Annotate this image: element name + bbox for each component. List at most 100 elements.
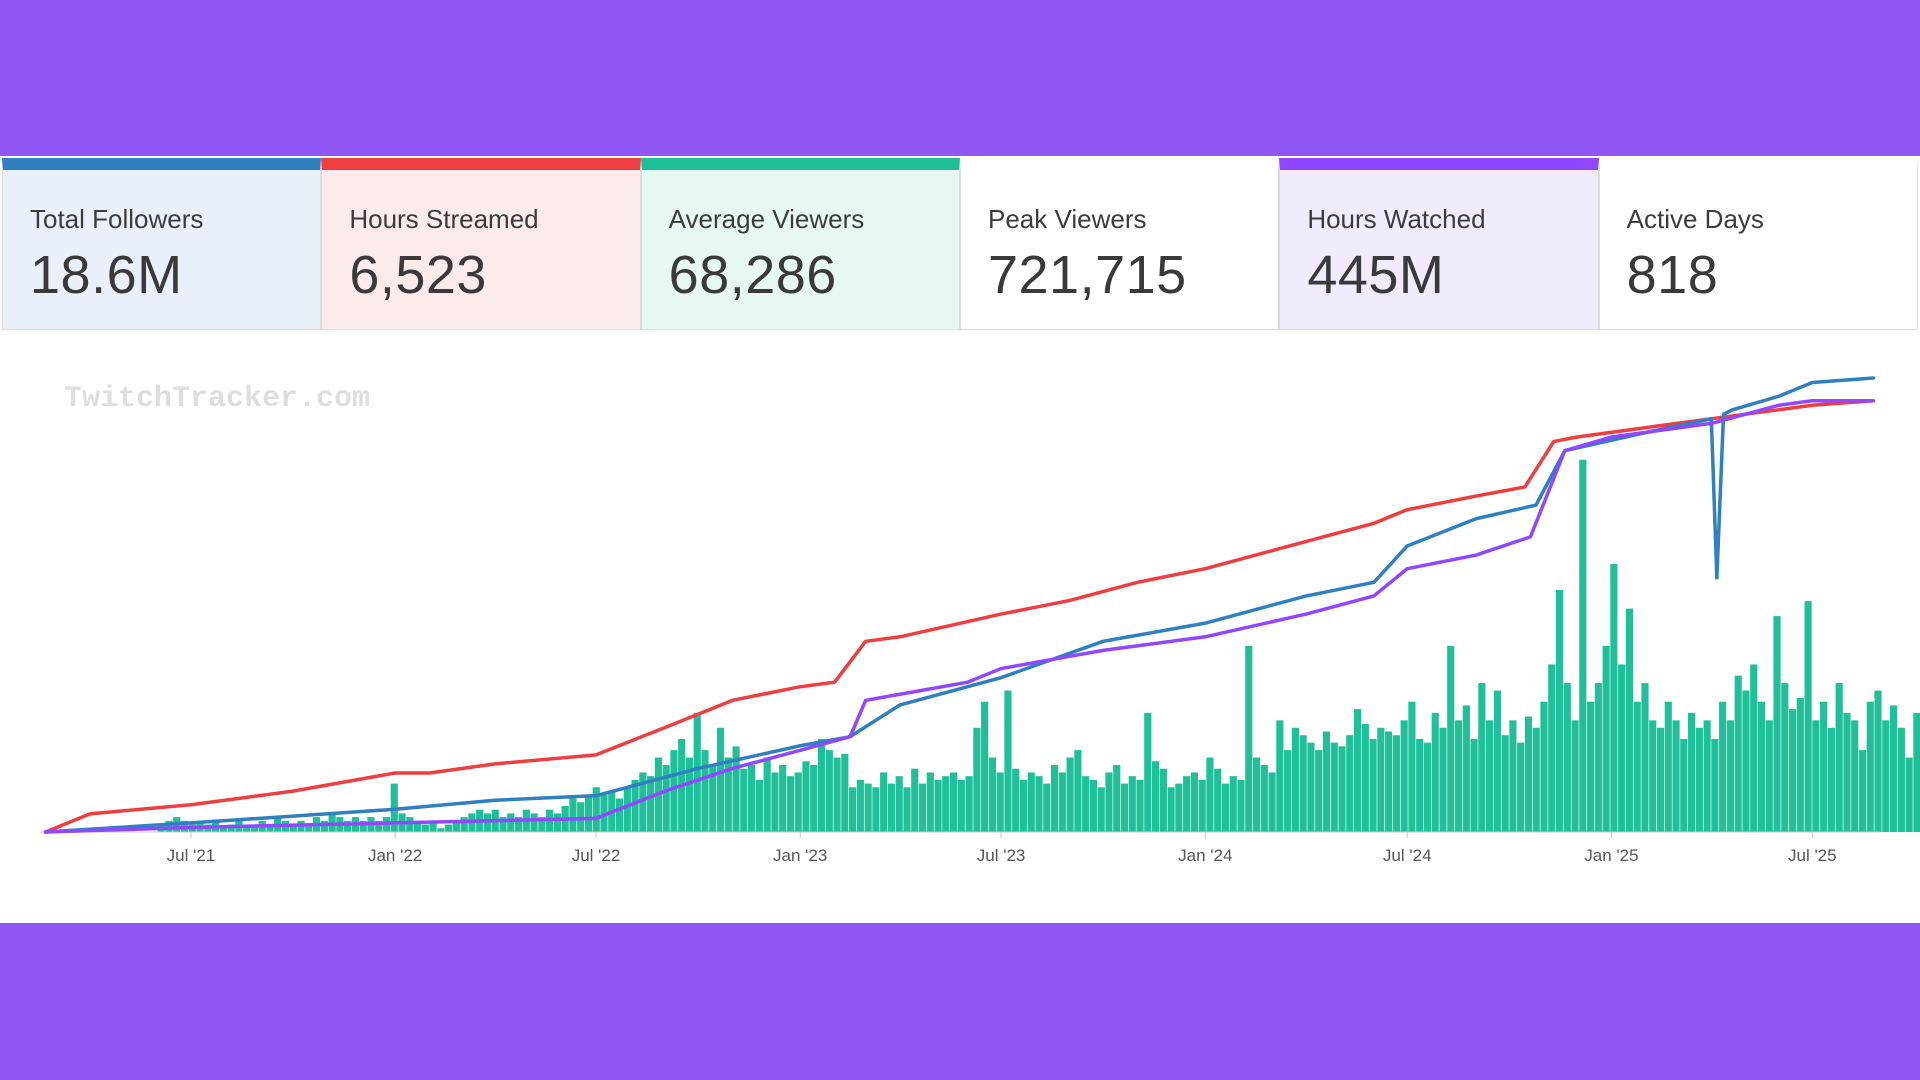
- viewer-bar: [1757, 701, 1766, 832]
- viewer-bar: [903, 787, 911, 832]
- viewer-bar: [266, 824, 274, 832]
- viewer-bar: [514, 817, 523, 832]
- viewer-bar: [631, 779, 639, 832]
- viewer-bar: [748, 764, 756, 832]
- viewer-bar: [1377, 727, 1385, 832]
- viewer-bar: [864, 783, 872, 832]
- stat-label: Peak Viewers: [987, 204, 1147, 234]
- stat-card-hours-watched[interactable]: Hours Watched 445M: [1279, 158, 1599, 330]
- viewer-bar: [375, 820, 383, 832]
- viewer-bar: [1284, 750, 1292, 832]
- viewer-bar: [483, 813, 492, 832]
- viewer-bar: [1804, 601, 1812, 832]
- viewer-bar: [1183, 776, 1191, 832]
- viewer-bar: [584, 794, 593, 832]
- stat-card-peak-viewers[interactable]: Peak Viewers 721,715: [959, 158, 1280, 330]
- viewer-bar: [1097, 787, 1105, 832]
- viewer-bar: [763, 757, 771, 832]
- viewer-bar: [1835, 683, 1843, 832]
- viewer-bar: [530, 813, 538, 832]
- viewer-bar: [1509, 720, 1517, 832]
- x-tick-label: Jan '24: [1178, 846, 1232, 865]
- viewer-bar: [1447, 645, 1455, 832]
- viewer-bar: [1214, 768, 1222, 832]
- viewer-bar: [810, 764, 818, 832]
- stat-label: Active Days: [1626, 204, 1764, 234]
- viewer-bar: [1773, 616, 1781, 832]
- viewer-bar: [615, 798, 624, 832]
- viewer-bar: [1439, 727, 1447, 832]
- viewer-bar: [1353, 709, 1362, 832]
- viewer-bar: [639, 772, 647, 832]
- viewer-bar: [1742, 690, 1750, 832]
- viewer-bar: [320, 820, 328, 832]
- viewer-bar: [1338, 746, 1346, 832]
- viewer-bar: [872, 787, 880, 832]
- viewer-bar: [1206, 757, 1214, 832]
- viewer-bar: [1719, 701, 1727, 832]
- viewer-bar: [996, 772, 1004, 832]
- viewer-bar: [1276, 720, 1284, 832]
- viewer-bar: [429, 820, 437, 832]
- viewer-bar: [1268, 772, 1276, 832]
- viewer-bar: [841, 753, 849, 832]
- viewer-bar: [1555, 590, 1564, 832]
- viewer-bar: [895, 776, 903, 832]
- viewer-bar: [507, 813, 515, 832]
- viewer-bar: [973, 727, 981, 832]
- viewer-bar: [740, 768, 748, 832]
- viewer-bar: [1361, 724, 1369, 832]
- viewer-bar: [1610, 563, 1618, 832]
- stat-label: Average Viewers: [668, 204, 865, 234]
- viewer-bar: [1851, 720, 1859, 832]
- viewer-bar: [1571, 720, 1579, 832]
- viewer-bar: [662, 764, 670, 832]
- stat-card-total-followers[interactable]: Total Followers 18.6M: [2, 158, 322, 330]
- stat-card-active-days[interactable]: Active Days 818: [1598, 158, 1918, 330]
- viewer-bar: [1695, 727, 1703, 832]
- viewer-bar: [693, 712, 701, 832]
- viewer-bar: [670, 750, 678, 832]
- viewer-bar: [1680, 738, 1688, 832]
- viewer-bar: [1672, 720, 1680, 832]
- viewer-bar: [413, 820, 422, 832]
- viewer-bar: [1237, 779, 1245, 832]
- viewer-bar: [918, 783, 927, 832]
- viewer-bar: [1066, 757, 1074, 832]
- viewer-bar: [1416, 738, 1424, 832]
- viewer-bar: [437, 828, 445, 832]
- viewer-bar: [786, 776, 795, 832]
- viewer-bar: [1827, 727, 1835, 832]
- viewer-bar: [825, 750, 833, 832]
- stat-card-hours-streamed[interactable]: Hours Streamed 6,523: [321, 158, 641, 330]
- viewer-bar: [802, 761, 810, 832]
- viewer-bar: [1074, 750, 1082, 832]
- stat-card-average-viewers[interactable]: Average Viewers 68,286: [640, 158, 960, 330]
- viewer-bar: [1221, 783, 1230, 832]
- viewer-bar: [1517, 742, 1525, 832]
- stat-value: 68,286: [668, 245, 837, 305]
- viewer-bar: [1664, 701, 1672, 832]
- viewer-bar: [1501, 735, 1509, 832]
- viewer-bar: [880, 772, 888, 832]
- viewer-bar: [359, 820, 367, 832]
- viewer-bar: [1478, 683, 1486, 832]
- viewer-bar: [1019, 779, 1028, 832]
- viewer-bar: [988, 757, 996, 832]
- viewer-bar: [1789, 709, 1797, 832]
- viewer-bar: [724, 757, 732, 832]
- viewer-bar: [1004, 690, 1012, 832]
- viewer-bar: [771, 772, 779, 832]
- viewer-bar: [1260, 764, 1268, 832]
- viewer-bar: [1136, 779, 1144, 832]
- x-axis-ticks: Jul '21 Jan '22 Jul '22 Jan '23 Jul '23 Jan '…: [167, 832, 1837, 865]
- viewer-bar: [755, 779, 763, 832]
- viewer-bar: [289, 824, 297, 832]
- x-tick-label: Jul '23: [977, 846, 1026, 865]
- viewer-bar: [716, 727, 725, 832]
- viewer-bar: [1423, 742, 1432, 832]
- viewer-bar: [732, 746, 740, 832]
- x-tick-label: Jan '23: [773, 846, 827, 865]
- viewer-bar: [1796, 697, 1804, 832]
- viewer-bar: [1385, 731, 1393, 832]
